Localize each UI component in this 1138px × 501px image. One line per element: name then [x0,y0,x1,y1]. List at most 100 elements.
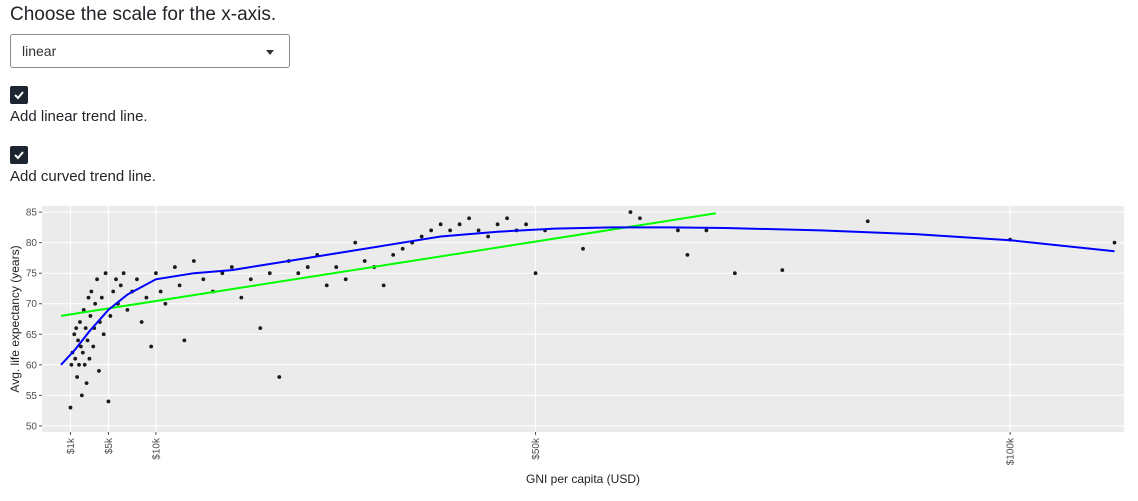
data-point [101,332,106,337]
y-tick-label: 85 [26,208,38,219]
data-point [69,362,74,367]
data-point [201,277,206,282]
data-point [72,332,77,337]
data-point [628,210,633,215]
data-point [114,277,118,282]
data-point [149,344,154,349]
linear-trend-label: Add linear trend line. [10,108,148,125]
data-point [865,219,870,224]
data-point [125,307,130,312]
data-point [121,271,126,276]
data-point [676,228,680,233]
data-point [638,216,642,221]
data-point [68,405,73,410]
data-point [685,252,690,257]
data-point [533,271,538,276]
data-point [1112,240,1117,245]
data-point [85,338,90,343]
data-point [362,259,367,263]
data-point [103,271,108,276]
data-point [353,240,358,245]
x-scale-select[interactable]: linear [10,34,290,68]
checkmark-icon [14,151,24,160]
data-point [93,301,98,306]
data-point [79,344,83,349]
data-point [163,301,168,306]
data-point [81,307,86,312]
data-point [144,295,149,300]
data-point [476,228,481,233]
data-point [153,271,158,276]
data-point [99,295,104,300]
data-point [780,268,785,273]
data-point [448,228,453,233]
data-point [172,265,177,269]
data-point [391,252,396,257]
y-tick-label: 75 [26,269,38,280]
data-point [95,277,99,282]
data-point [267,271,272,276]
chevron-down-icon [266,50,274,55]
x-tick-label: $50k [531,437,542,460]
life-expectancy-scatter-chart: 50 55 60 65 70 75 80 85 $1k $5k $10k $50k $100k GNI… [8,206,1124,486]
data-point [324,283,329,288]
data-point [87,356,92,361]
data-point [277,375,282,379]
scale-prompt: Choose the scale for the x-axis. [10,4,277,25]
data-point [77,362,81,367]
curved-trend-label: Add curved trend line. [10,168,156,185]
data-point [296,271,301,276]
y-tick-label: 50 [26,421,38,432]
data-point [73,356,78,361]
checkmark-icon [14,91,24,100]
data-point [229,265,234,269]
data-point [429,228,434,233]
x-tick-label: $5k [104,437,115,454]
data-point [419,234,424,239]
data-point [80,350,85,355]
data-point [88,314,93,318]
data-point [158,289,163,294]
x-scale-selected-value: linear [22,43,57,59]
data-point [135,277,139,282]
y-tick-label: 70 [26,299,38,310]
y-tick-label: 65 [26,330,38,341]
data-point [343,277,348,282]
x-axis-title: GNI per capita (USD) [526,472,640,486]
data-point [220,271,225,276]
data-point [74,326,79,331]
data-point [505,216,509,221]
x-tick-label: $1k [66,437,77,454]
y-tick-label: 80 [26,238,38,249]
data-point [732,271,737,276]
curved-trend-checkbox[interactable] [10,146,28,164]
data-point [182,338,187,343]
data-point [106,399,111,404]
data-point [118,283,123,288]
data-point [97,369,101,373]
data-point [86,295,91,300]
data-point [191,259,196,263]
data-point [495,222,500,227]
y-tick-label: 55 [26,391,38,402]
data-point [108,314,113,318]
data-point [139,320,144,324]
x-tick-label: $100k [1006,437,1017,465]
data-point [248,277,253,282]
data-point [581,246,585,251]
y-axis-title: Avg. life expectancy (years) [8,245,22,392]
data-point [381,283,386,288]
data-point [438,222,443,227]
data-point [89,289,94,294]
data-point [400,246,405,251]
data-point [305,265,310,269]
linear-trend-checkbox[interactable] [10,86,28,104]
data-point [258,326,263,331]
data-point [78,320,82,324]
data-point [79,393,84,398]
data-point [177,283,182,288]
plot-panel [42,206,1124,432]
data-point [704,228,709,233]
linear-trend-line [60,212,717,317]
data-point [457,222,462,227]
